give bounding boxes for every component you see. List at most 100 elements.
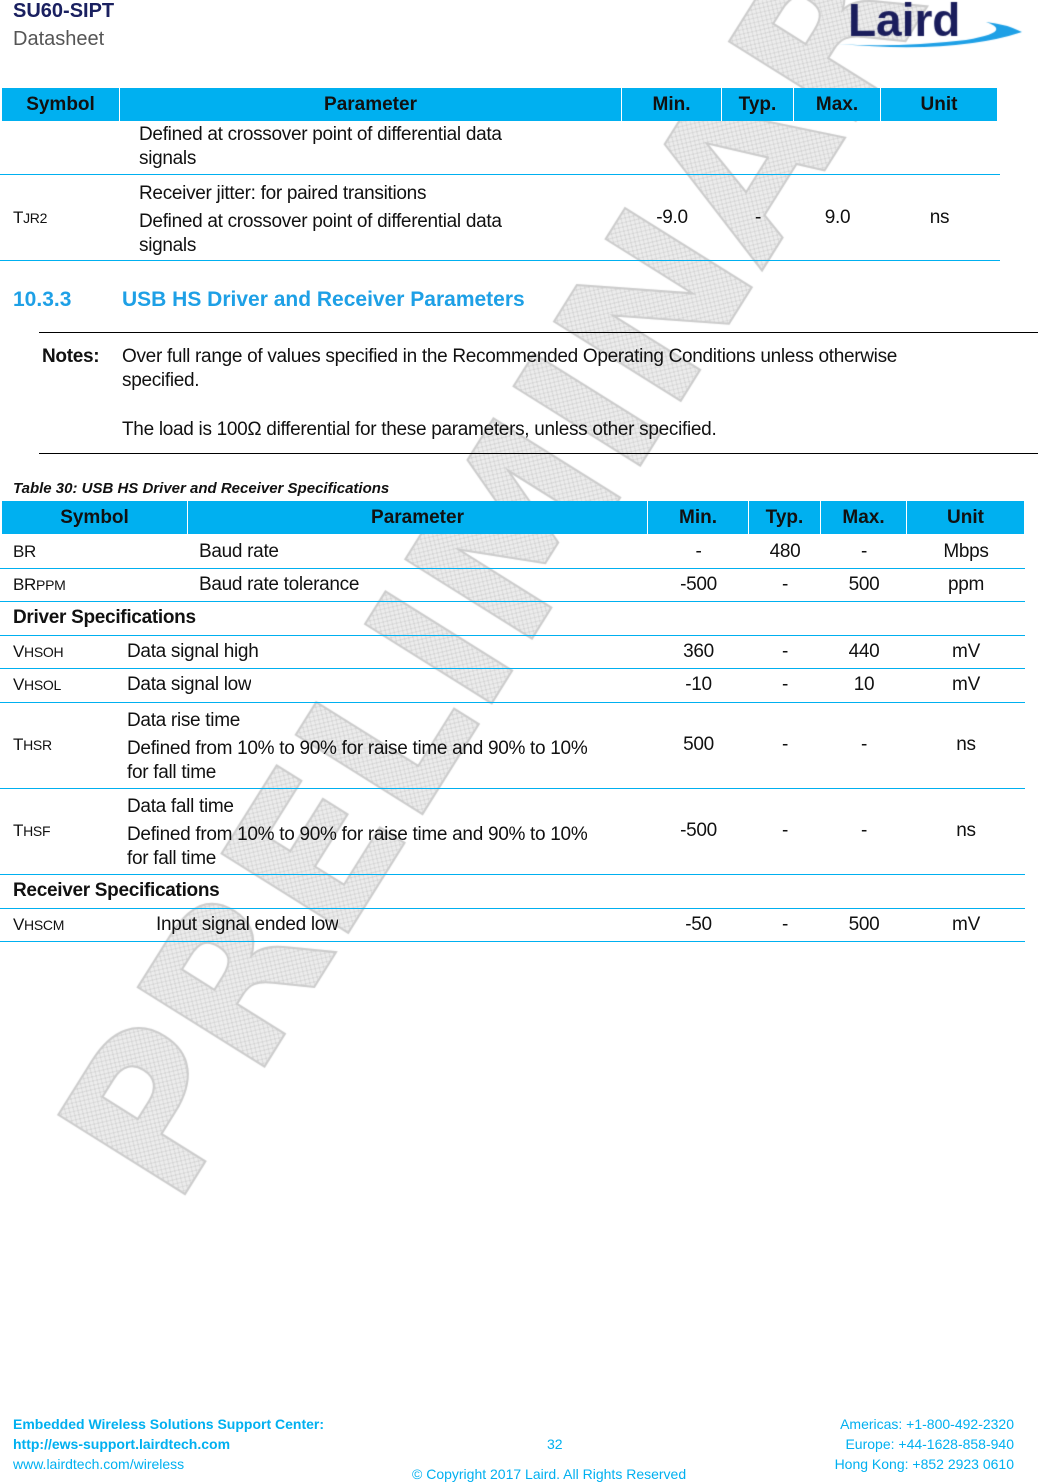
row-divider (0, 260, 1000, 261)
table-row: BRPPM Baud rate tolerance -500-500 ppm (0, 568, 1025, 601)
divider (39, 332, 1038, 333)
table-row: THSF Data fall time Defined from 10% to 90… (0, 788, 1025, 874)
typ-value: - (781, 734, 789, 755)
support-link[interactable]: http://ews-support.lairdtech.com (13, 1436, 231, 1452)
parameter-text: Data signal low (127, 674, 252, 695)
typ-value: - (781, 573, 789, 595)
support-title: Embedded Wireless Solutions Support Cent… (13, 1416, 325, 1432)
max-value: - (860, 540, 868, 562)
parameter-text: Baud rate tolerance (199, 573, 360, 595)
symbol: VHSOH (13, 641, 64, 661)
min-value: 360 (683, 640, 714, 662)
unit-value: ns (929, 206, 950, 228)
typ-value: 480 (769, 540, 801, 562)
unit-value: ns (956, 820, 976, 841)
symbol: VHSOL (13, 675, 61, 694)
max-value: - (860, 734, 868, 755)
symbol: THSF (13, 821, 51, 840)
header-min: Min. (622, 88, 722, 121)
table-row: THSR Data rise time Defined from 10% to 90… (0, 702, 1025, 788)
unit-value: ns (956, 734, 976, 755)
divider (39, 453, 1038, 454)
header-typ: Typ. (749, 501, 821, 534)
notes-label: Notes: (42, 346, 100, 367)
parameter-text: signals (139, 234, 197, 256)
symbol: THSR (13, 735, 52, 754)
parameter-text: Input signal ended low (156, 913, 339, 935)
min-value: -500 (680, 820, 717, 841)
section-title: USB HS Driver and Receiver Parameters (122, 288, 525, 311)
phone-hongkong: Hong Kong: +852 2923 0610 (834, 1456, 1014, 1472)
min-value: 500 (683, 734, 714, 755)
header-max: Max. (821, 501, 907, 534)
max-value: 440 (848, 640, 880, 662)
table-section-row: Driver Specifications (0, 601, 1025, 635)
website-link[interactable]: www.lairdtech.com/wireless (13, 1456, 185, 1472)
unit-value: ppm (947, 573, 985, 595)
max-value: - (860, 820, 868, 841)
parameter-text: Defined at crossover point of differenti… (139, 210, 502, 232)
doc-type: Datasheet (13, 28, 105, 50)
typ-value: - (754, 206, 762, 228)
section-label: Receiver Specifications (13, 880, 220, 901)
parameter-text: for fall time (127, 762, 217, 783)
typ-value: - (781, 640, 789, 662)
table-section-row: Receiver Specifications (0, 874, 1025, 908)
header-min: Min. (648, 501, 749, 534)
header-symbol: Symbol (2, 501, 188, 534)
max-value: 500 (848, 573, 880, 595)
table-row: BR Baud rate - 480 - Mbps (0, 535, 1025, 568)
symbol: BR (13, 541, 37, 561)
header-typ: Typ. (722, 88, 794, 121)
header-max: Max. (794, 88, 881, 121)
section-number: 10.3.3 (13, 288, 72, 311)
header-symbol: Symbol (2, 88, 120, 121)
parameter-text: Data rise time (127, 710, 241, 731)
typ-value: - (781, 913, 789, 935)
header-parameter: Parameter (188, 501, 648, 534)
symbol: BRPPM (13, 574, 66, 594)
symbol: TJR2 (13, 207, 48, 227)
parameter-text: Defined from 10% to 90% for raise time a… (127, 824, 588, 845)
unit-value: mV (952, 913, 980, 935)
table-caption: Table 30: USB HS Driver and Receiver Spe… (13, 480, 390, 497)
table-row: TJR2 Receiver jitter: for paired transiti… (0, 175, 1000, 260)
parameter-text: for fall time (127, 848, 217, 869)
notes-text: specified. (122, 370, 200, 391)
parameter-text: Defined at crossover point of differenti… (139, 124, 502, 145)
row-divider (0, 941, 1025, 942)
header-unit: Unit (881, 88, 998, 121)
min-value: -500 (680, 573, 717, 595)
table-row: Defined at crossover point of differenti… (0, 120, 1000, 174)
unit-value: mV (952, 674, 980, 695)
parameter-text: Baud rate (199, 540, 279, 562)
header-unit: Unit (907, 501, 1025, 534)
table-row: VHSOH Data signal high 360 - 440 mV (0, 635, 1025, 668)
notes-text: Over full range of values specified in t… (122, 346, 898, 367)
phone-americas: Americas: +1-800-492-2320 (840, 1416, 1014, 1432)
laird-logo (836, 0, 1026, 52)
min-value: -10 (685, 674, 712, 695)
parameter-text: signals (139, 148, 197, 169)
page-number: 32 (547, 1436, 563, 1452)
max-value: 10 (853, 674, 875, 695)
symbol: VHSCM (13, 914, 65, 934)
min-value: -9.0 (656, 206, 688, 228)
phone-europe: Europe: +44-1628-858-940 (845, 1436, 1014, 1452)
min-value: -50 (685, 913, 712, 935)
parameter-text: Data fall time (127, 796, 234, 817)
table-row: VHSCM Input signal ended low -50 - 500 mV (0, 908, 1025, 941)
parameter-text: Data signal high (127, 640, 259, 662)
parameter-text: Receiver jitter: for paired transitions (139, 182, 427, 204)
unit-value: mV (952, 640, 980, 662)
parameter-text: Defined from 10% to 90% for raise time a… (127, 738, 588, 759)
header-parameter: Parameter (120, 88, 622, 121)
copyright: © Copyright 2017 Laird. All Rights Reser… (412, 1466, 687, 1482)
typ-value: - (781, 820, 789, 841)
typ-value: - (781, 674, 789, 695)
section-label: Driver Specifications (13, 607, 196, 628)
unit-value: Mbps (943, 540, 989, 562)
min-value: - (695, 540, 702, 562)
max-value: 500 (848, 913, 880, 935)
table-row: VHSOL Data signal low -10-10 mV (0, 668, 1025, 702)
